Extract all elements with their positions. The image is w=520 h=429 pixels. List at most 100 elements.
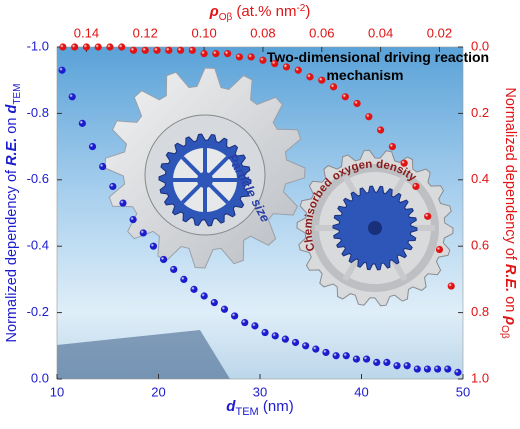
label-part: R.E. <box>502 264 518 292</box>
point <box>318 76 326 84</box>
label-part: TEM <box>12 84 23 105</box>
y2-tick-label: 0.0 <box>471 38 489 53</box>
point <box>200 50 208 58</box>
label-part: Normalized dependency of <box>4 166 20 343</box>
point <box>247 53 255 61</box>
point <box>342 352 350 360</box>
point <box>139 229 147 237</box>
x2-tick-label: 0.02 <box>427 25 452 40</box>
title-line: mechanism <box>326 67 403 83</box>
point <box>271 332 279 340</box>
gears <box>104 67 454 307</box>
point <box>435 245 444 254</box>
point <box>302 342 310 350</box>
gear-hub <box>368 221 382 235</box>
y2-tick-label: 0.2 <box>471 105 489 120</box>
point <box>188 46 196 54</box>
point <box>68 93 76 101</box>
point <box>447 282 455 290</box>
y2-tick-label: 1.0 <box>471 370 489 385</box>
point <box>251 322 259 330</box>
x2-tick-label: 0.14 <box>74 25 99 40</box>
point <box>141 46 149 54</box>
label-part: d <box>4 104 20 114</box>
point <box>341 93 349 101</box>
point <box>413 365 421 373</box>
x2-tick-label: 0.04 <box>368 25 393 40</box>
x-tick-label: 30 <box>253 384 267 399</box>
label-part: ρ <box>502 315 518 325</box>
label-part: on <box>502 292 518 316</box>
point <box>332 352 340 360</box>
point <box>306 73 314 81</box>
label-part: Oβ <box>499 325 510 339</box>
point <box>373 358 381 366</box>
y-axis-label: Normalized dependency of R.E. on dTEM <box>4 84 23 343</box>
gear-hub <box>345 198 405 258</box>
point <box>88 143 97 151</box>
point <box>59 43 67 51</box>
point <box>377 126 385 134</box>
point <box>212 50 220 58</box>
point <box>165 46 173 54</box>
label-part: -2 <box>296 3 305 14</box>
y2-tick-label: 0.4 <box>471 171 489 186</box>
point <box>210 299 218 307</box>
y-tick-label: -0.8 <box>27 105 49 120</box>
title-line: Two-dimensional driving reaction <box>267 49 489 65</box>
point <box>393 362 401 370</box>
label-part: Normalized dependency of <box>502 87 518 264</box>
label-part: Oβ <box>219 12 233 23</box>
point <box>149 242 158 250</box>
point <box>176 46 185 54</box>
point <box>352 355 361 363</box>
point <box>220 305 229 313</box>
x2-tick-label: 0.12 <box>133 25 158 40</box>
point <box>106 43 114 51</box>
x-axis-label: dTEM (nm) <box>226 398 293 418</box>
x-tick-label: 50 <box>456 384 470 399</box>
y-tick-label: 0.0 <box>31 370 49 385</box>
x2-tick-label: 0.06 <box>309 25 334 40</box>
point <box>312 345 320 353</box>
label-part: R.E. <box>4 138 20 166</box>
point <box>294 66 302 74</box>
point <box>282 63 291 71</box>
point <box>454 368 462 376</box>
point <box>94 43 102 51</box>
label-part: ρ <box>209 3 219 20</box>
point <box>423 365 432 373</box>
point <box>259 56 267 64</box>
point <box>58 66 66 74</box>
point <box>383 358 391 366</box>
y2-axis-label: Normalized dependency of R.E. on ρOβ <box>499 87 518 338</box>
y-tick-label: -0.4 <box>27 238 49 253</box>
label-part: (at.% nm <box>232 3 296 20</box>
x-tick-label: 20 <box>151 384 165 399</box>
point <box>424 212 432 220</box>
point <box>353 99 361 108</box>
point <box>118 43 126 51</box>
point <box>224 50 232 58</box>
label-part: on <box>4 114 20 138</box>
point <box>153 46 161 54</box>
point <box>180 275 188 283</box>
y-tick-label: -1.0 <box>27 38 49 53</box>
point <box>412 182 420 191</box>
x2-tick-label: 0.10 <box>191 25 216 40</box>
point <box>109 182 117 191</box>
point <box>444 365 452 373</box>
point <box>71 43 79 51</box>
point <box>235 53 244 61</box>
point <box>271 60 279 68</box>
point <box>241 318 249 327</box>
label-part: ) <box>305 3 310 20</box>
point <box>291 338 300 347</box>
point <box>365 113 373 121</box>
chart-title: Two-dimensional driving reaction mechanis… <box>267 49 489 83</box>
point <box>434 365 442 373</box>
x-tick-label: 10 <box>50 384 64 399</box>
label-part: d <box>226 398 236 415</box>
